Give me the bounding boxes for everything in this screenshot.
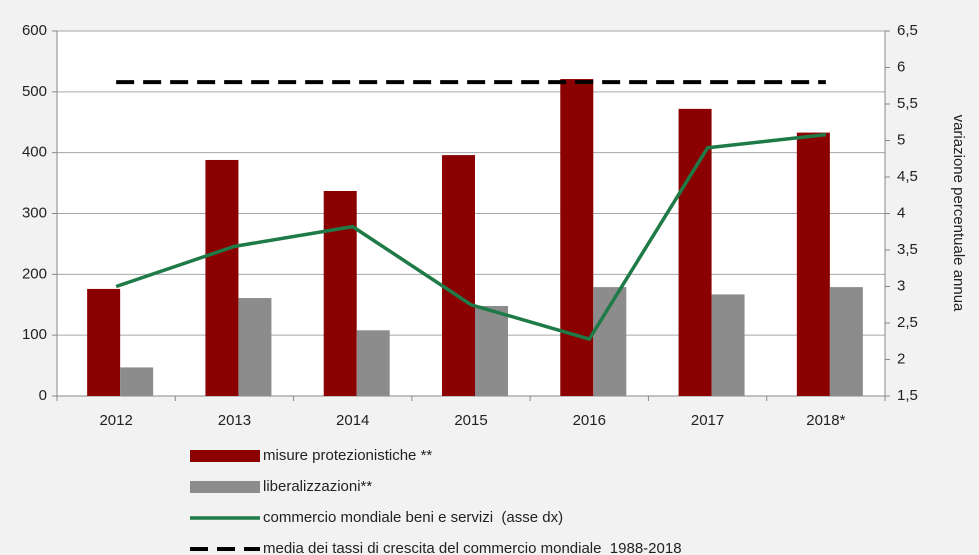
y2-tick-label: 3 [897, 277, 905, 294]
y2-tick-label: 4 [897, 204, 905, 221]
legend-swatch [190, 481, 260, 493]
y2-tick-label: 2 [897, 350, 905, 367]
legend-label: commercio mondiale beni e servizi (asse … [263, 509, 563, 526]
y-tick-label: 100 [22, 326, 47, 343]
y2-tick-label: 5,5 [897, 95, 918, 112]
y-tick-label: 600 [22, 22, 47, 39]
bar [796, 132, 830, 396]
bar [120, 367, 154, 396]
bar [829, 287, 863, 396]
legend-label: liberalizzazioni** [263, 478, 372, 495]
x-tick-label: 2016 [573, 412, 606, 429]
bar [87, 288, 121, 396]
y2-axis-label: variazione percentuale annua [950, 115, 967, 312]
y-tick-label: 0 [39, 387, 47, 404]
x-tick-label: 2012 [99, 412, 132, 429]
y2-tick-label: 6 [897, 58, 905, 75]
y-tick-label: 500 [22, 83, 47, 100]
legend-label: misure protezionistiche ** [263, 447, 432, 464]
y-tick-label: 300 [22, 204, 47, 221]
x-tick-label: 2014 [336, 412, 369, 429]
x-tick-label: 2017 [691, 412, 724, 429]
bar [238, 298, 272, 396]
bar [678, 108, 712, 396]
bar [442, 155, 475, 396]
x-tick-label: 2015 [454, 412, 487, 429]
line [115, 132, 827, 342]
y2-tick-label: 3,5 [897, 241, 918, 258]
bar [356, 330, 390, 396]
y2-tick-label: 4,5 [897, 168, 918, 185]
legend-label: media dei tassi di crescita del commerci… [263, 540, 682, 555]
bar [560, 79, 594, 396]
bar [205, 159, 239, 396]
y-tick-label: 200 [22, 265, 47, 282]
bar [323, 190, 357, 396]
x-tick-label: 2018* [806, 412, 845, 429]
y2-tick-label: 1,5 [897, 387, 918, 404]
x-tick-label: 2013 [218, 412, 251, 429]
y2-tick-label: 6,5 [897, 22, 918, 39]
y2-tick-label: 5 [897, 131, 905, 148]
bar [475, 305, 508, 396]
legend-swatch [190, 450, 260, 462]
y2-tick-label: 2,5 [897, 314, 918, 331]
bar [711, 294, 745, 396]
y-tick-label: 400 [22, 144, 47, 161]
